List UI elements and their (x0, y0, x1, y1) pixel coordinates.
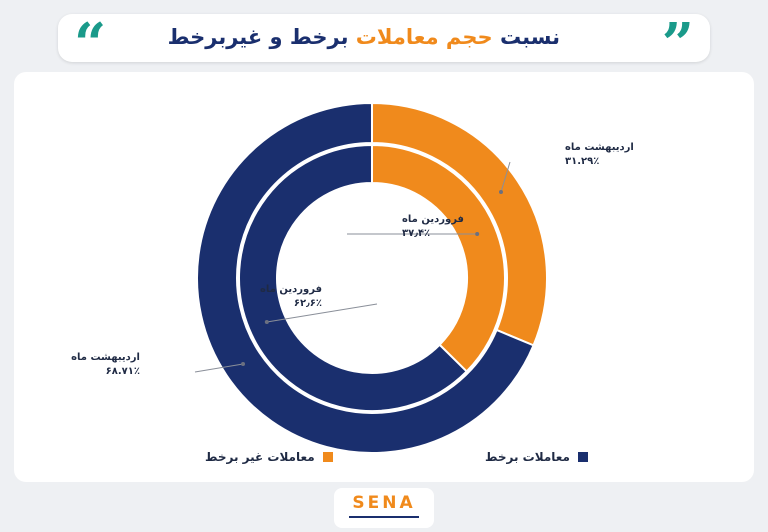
leader-dot-inner-online (264, 319, 269, 324)
quote-mark-icon: “ (74, 11, 107, 77)
donut-slice-outer-online (196, 101, 535, 454)
legend-item-offline: معاملات غیر برخط (205, 448, 333, 466)
title-part-3: برخط و غیربرخط (167, 25, 349, 49)
donut-slice-inner-offline (371, 143, 506, 373)
legend-label-online: معاملات برخط (485, 450, 570, 464)
leader-line-outer-online (194, 363, 244, 373)
title-part-2: حجم معاملات (355, 25, 493, 49)
data-label-inner-offline: فروردین ماه ۳۷٫۴٪ (402, 214, 464, 239)
legend-label-offline: معاملات غیر برخط (205, 450, 315, 464)
data-label-outer-offline: اردیبهشت ماه ۳۱.۲۹٪ (565, 142, 634, 167)
leader-dot-outer-offline (498, 190, 503, 195)
legend-item-online: معاملات برخط (485, 448, 588, 466)
leader-dot-inner-offline (475, 232, 480, 237)
logo-underline (349, 516, 419, 518)
leader-line-inner-online (266, 303, 378, 323)
data-label-outer-online: اردیبهشت ماه ۶۸.۷۱٪ (71, 352, 140, 377)
legend-swatch-online (577, 452, 588, 462)
sena-logo: SENA (352, 493, 416, 513)
header-bar: “ نسبت حجم معاملات برخط و غیربرخط ” (58, 14, 710, 72)
quote-mark-icon: ” (661, 11, 694, 77)
footer-logo-card: SENA (334, 488, 434, 528)
page-title: نسبت حجم معاملات برخط و غیربرخط (168, 23, 560, 51)
donut-slice-inner-online (238, 143, 469, 412)
title-part-1: نسبت (499, 25, 560, 49)
data-label-inner-online: فروردین ماه ۶۲٫۶٪ (260, 284, 322, 309)
legend-swatch-offline (322, 452, 333, 462)
leader-dot-outer-online (241, 361, 246, 366)
leader-line-outer-offline (500, 161, 511, 193)
